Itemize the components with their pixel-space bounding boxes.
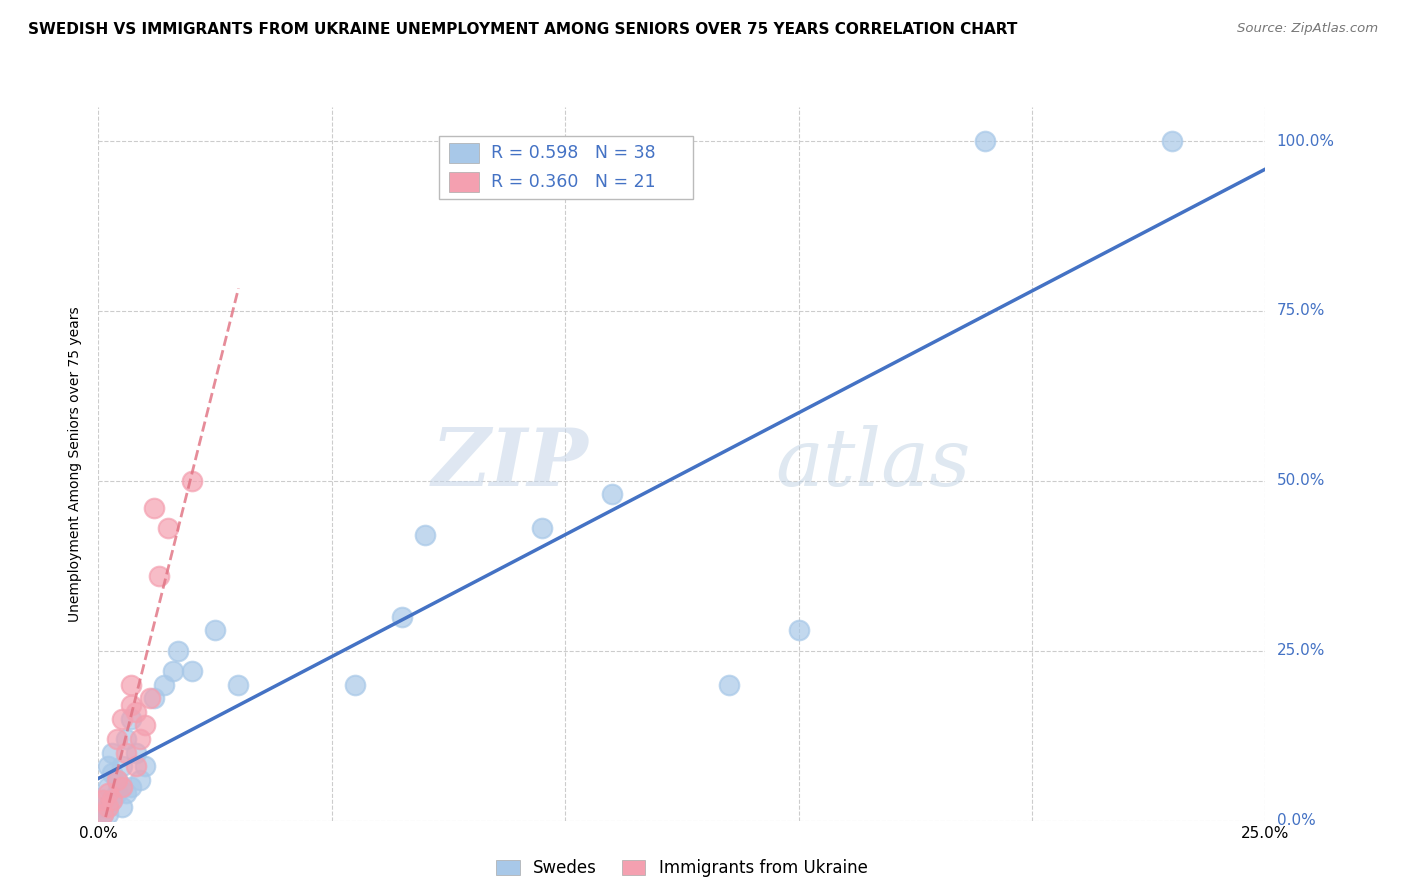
Text: 75.0%: 75.0% bbox=[1277, 303, 1324, 318]
Point bbox=[600, 487, 623, 501]
Point bbox=[120, 712, 142, 726]
Text: 50.0%: 50.0% bbox=[1277, 474, 1324, 488]
Legend: Swedes, Immigrants from Ukraine: Swedes, Immigrants from Ukraine bbox=[489, 853, 875, 884]
Point bbox=[111, 759, 134, 773]
Point bbox=[148, 569, 170, 583]
Point bbox=[91, 806, 114, 821]
Point bbox=[344, 678, 367, 692]
Point bbox=[180, 664, 202, 678]
Point bbox=[228, 678, 250, 692]
Text: atlas: atlas bbox=[775, 425, 970, 502]
Point bbox=[111, 800, 134, 814]
Point bbox=[162, 664, 184, 678]
Point bbox=[97, 780, 120, 794]
Point bbox=[105, 787, 128, 801]
Point bbox=[97, 806, 120, 821]
Point bbox=[125, 705, 148, 719]
Point bbox=[97, 800, 120, 814]
Text: SWEDISH VS IMMIGRANTS FROM UKRAINE UNEMPLOYMENT AMONG SENIORS OVER 75 YEARS CORR: SWEDISH VS IMMIGRANTS FROM UKRAINE UNEMP… bbox=[28, 22, 1018, 37]
Y-axis label: Unemployment Among Seniors over 75 years: Unemployment Among Seniors over 75 years bbox=[69, 306, 83, 622]
Point bbox=[115, 732, 138, 747]
Point bbox=[91, 793, 114, 807]
Text: 0.0%: 0.0% bbox=[1277, 814, 1315, 828]
Point bbox=[717, 678, 740, 692]
Point bbox=[91, 800, 114, 814]
Point bbox=[166, 644, 188, 658]
Point bbox=[97, 787, 120, 801]
Point bbox=[143, 501, 166, 516]
Point bbox=[1161, 134, 1184, 148]
Point bbox=[91, 793, 114, 807]
Point bbox=[120, 698, 142, 712]
Point bbox=[204, 624, 226, 638]
Point bbox=[134, 759, 156, 773]
Point bbox=[91, 806, 114, 821]
Point bbox=[111, 780, 134, 794]
Point bbox=[101, 793, 124, 807]
Point bbox=[97, 759, 120, 773]
Text: R = 0.598   N = 38: R = 0.598 N = 38 bbox=[491, 144, 655, 161]
Point bbox=[413, 528, 436, 542]
Point bbox=[105, 772, 128, 787]
Point bbox=[139, 691, 162, 706]
Point bbox=[125, 746, 148, 760]
Point bbox=[391, 609, 413, 624]
Point bbox=[134, 718, 156, 732]
Point bbox=[787, 624, 810, 638]
Point bbox=[101, 793, 124, 807]
Point bbox=[129, 732, 152, 747]
Point bbox=[105, 772, 128, 787]
Point bbox=[157, 521, 180, 535]
Point bbox=[111, 780, 134, 794]
Point bbox=[530, 521, 553, 535]
Text: R = 0.360   N = 21: R = 0.360 N = 21 bbox=[491, 173, 655, 191]
Point bbox=[97, 800, 120, 814]
Point bbox=[115, 787, 138, 801]
Point bbox=[111, 712, 134, 726]
Text: Source: ZipAtlas.com: Source: ZipAtlas.com bbox=[1237, 22, 1378, 36]
Point bbox=[180, 474, 202, 488]
Text: ZIP: ZIP bbox=[432, 425, 589, 502]
Point bbox=[115, 746, 138, 760]
Text: 100.0%: 100.0% bbox=[1277, 134, 1334, 149]
Point bbox=[101, 746, 124, 760]
Point bbox=[120, 780, 142, 794]
Text: 25.0%: 25.0% bbox=[1277, 643, 1324, 658]
Point bbox=[125, 759, 148, 773]
Point bbox=[120, 678, 142, 692]
Point bbox=[152, 678, 174, 692]
Point bbox=[129, 772, 152, 787]
Point bbox=[143, 691, 166, 706]
Point bbox=[105, 732, 128, 747]
Point bbox=[974, 134, 997, 148]
Point bbox=[101, 766, 124, 780]
